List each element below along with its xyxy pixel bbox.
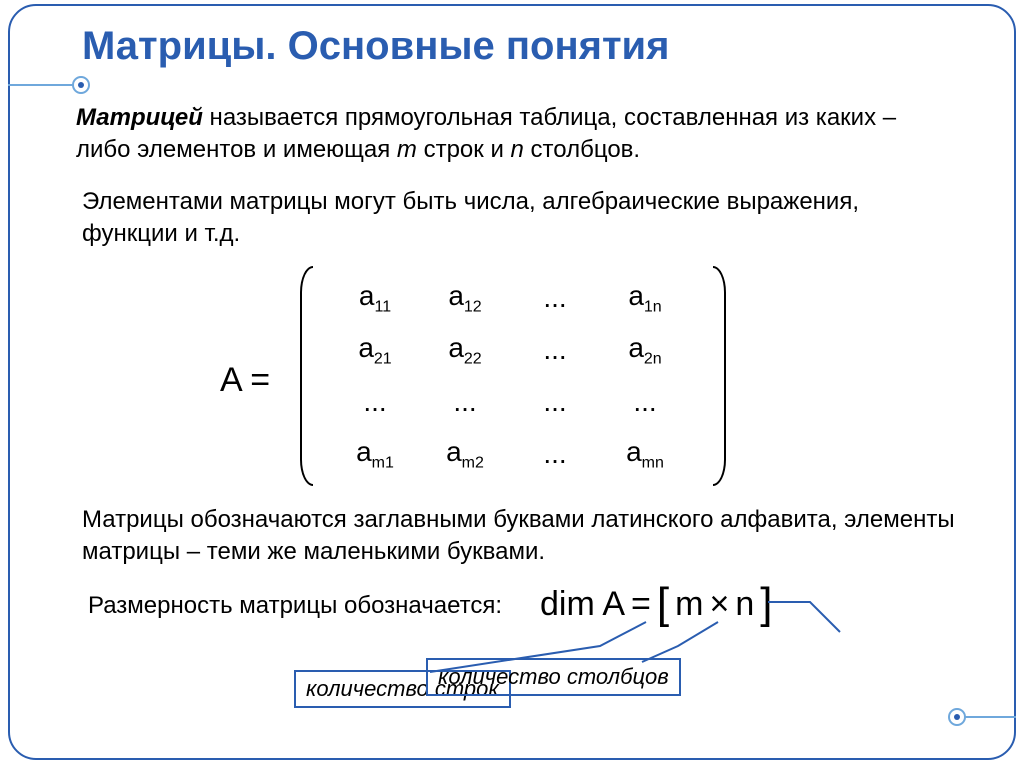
bracket-close: ] (760, 582, 772, 626)
definition-paragraph: Матрицей называется прямоугольная таблиц… (76, 102, 956, 167)
var-n: n (511, 136, 524, 163)
matrix-cell: am1 (330, 436, 420, 473)
term: Матрицей (76, 104, 203, 131)
paren-left (300, 266, 326, 486)
matrix-cell: ... (510, 282, 600, 314)
matrix-cell: amn (600, 436, 690, 473)
dim-n: n (735, 585, 754, 624)
annotation-cols: количество столбцов (426, 658, 681, 696)
dim-times: × (709, 585, 729, 624)
matrix-cell: a1n (600, 280, 690, 317)
matrix-cell: a11 (330, 280, 420, 317)
matrix-cell: ... (510, 334, 600, 366)
dim-eq: = (631, 585, 651, 624)
definition-text: строк и (417, 136, 511, 163)
matrix-display: A = a11a12...a1na21a22...a2n............… (220, 266, 820, 496)
dimension-label: Размерность матрицы обозначается: (88, 590, 508, 622)
matrix-cell: ... (510, 438, 600, 470)
bracket-open: [ (657, 582, 669, 626)
matrix-row: am1am2...amn (330, 428, 690, 480)
slide-frame: Матрицы. Основные понятия Матрицей назыв… (8, 4, 1016, 760)
decoration-dot (72, 76, 90, 94)
matrix-cell: ... (510, 386, 600, 418)
matrix-row: a11a12...a1n (330, 272, 690, 324)
decoration-dot (948, 708, 966, 726)
dim-lhs: dim A (540, 585, 625, 624)
notation-note: Матрицы обозначаются заглавными буквами … (82, 504, 982, 569)
matrix-cell: ... (600, 386, 690, 418)
matrix-cell: ... (420, 386, 510, 418)
elements-note: Элементами матрицы могут быть числа, алг… (82, 186, 942, 251)
matrix-cell: a21 (330, 332, 420, 369)
matrix-cell: a2n (600, 332, 690, 369)
matrix-cell: a12 (420, 280, 510, 317)
matrix-cell: a22 (420, 332, 510, 369)
matrix-cell: ... (330, 386, 420, 418)
var-m: m (397, 136, 417, 163)
slide-title: Матрицы. Основные понятия (82, 24, 669, 69)
definition-text: столбцов. (524, 136, 640, 163)
matrix-lhs: A = (220, 361, 270, 400)
dim-m: m (675, 585, 703, 624)
matrix-cell: am2 (420, 436, 510, 473)
paren-right (700, 266, 726, 486)
matrix-row: a21a22...a2n (330, 324, 690, 376)
matrix-row: ............ (330, 376, 690, 428)
dim-formula: dim A = [ m × n ] (540, 582, 772, 626)
matrix-grid: a11a12...a1na21a22...a2n............am1a… (330, 272, 690, 480)
